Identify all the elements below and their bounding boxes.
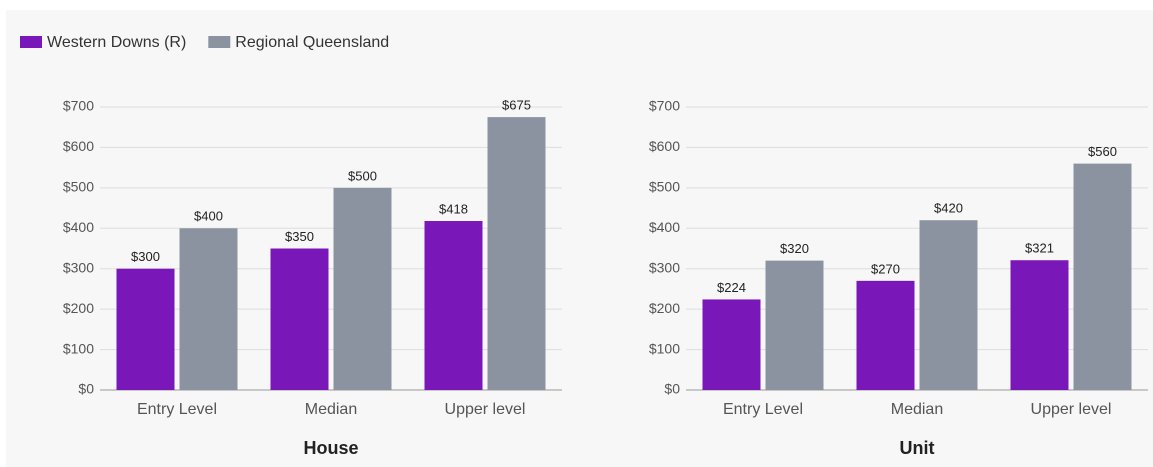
value-label: $321 bbox=[1025, 241, 1054, 256]
x-tick-label: Entry Level bbox=[137, 401, 217, 418]
bar bbox=[179, 228, 238, 390]
y-tick-label: $500 bbox=[63, 179, 94, 195]
x-axis-title: House bbox=[303, 438, 358, 458]
x-tick-label: Upper level bbox=[445, 401, 526, 418]
y-tick-label: $400 bbox=[649, 219, 680, 235]
x-tick-label: Upper level bbox=[1031, 401, 1112, 418]
y-tick-label: $500 bbox=[649, 179, 680, 195]
legend-label: Western Downs (R) bbox=[47, 34, 186, 51]
y-tick-label: $200 bbox=[649, 300, 680, 316]
bar bbox=[116, 268, 175, 390]
bar bbox=[487, 117, 546, 390]
bar bbox=[919, 220, 978, 390]
value-label: $320 bbox=[780, 241, 809, 256]
value-label: $270 bbox=[871, 261, 900, 276]
y-tick-label: $700 bbox=[63, 98, 94, 114]
bar bbox=[270, 248, 329, 390]
y-tick-label: $300 bbox=[649, 259, 680, 275]
y-tick-label: $700 bbox=[649, 98, 680, 114]
y-tick-label: $100 bbox=[649, 340, 680, 356]
x-axis-title: Unit bbox=[900, 438, 935, 458]
value-label: $400 bbox=[194, 209, 223, 224]
bar bbox=[1010, 260, 1069, 390]
value-label: $418 bbox=[439, 201, 468, 216]
background bbox=[6, 10, 1153, 467]
bar bbox=[424, 221, 483, 390]
y-tick-label: $400 bbox=[63, 219, 94, 235]
legend-label: Regional Queensland bbox=[235, 34, 389, 51]
x-tick-label: Median bbox=[891, 401, 943, 418]
value-label: $500 bbox=[348, 168, 377, 183]
bar bbox=[856, 280, 915, 390]
y-tick-label: $100 bbox=[63, 340, 94, 356]
y-tick-label: $200 bbox=[63, 300, 94, 316]
y-tick-label: $0 bbox=[78, 381, 94, 397]
value-label: $675 bbox=[502, 98, 531, 113]
bar bbox=[702, 299, 761, 390]
value-label: $560 bbox=[1088, 144, 1117, 159]
x-tick-label: Entry Level bbox=[723, 401, 803, 418]
bar bbox=[333, 187, 392, 390]
legend-swatch bbox=[20, 36, 42, 48]
x-tick-label: Median bbox=[305, 401, 357, 418]
value-label: $224 bbox=[717, 280, 746, 295]
value-label: $420 bbox=[934, 201, 963, 216]
legend-swatch bbox=[208, 36, 231, 48]
bar bbox=[1073, 163, 1132, 390]
bar bbox=[765, 260, 824, 390]
y-tick-label: $600 bbox=[63, 138, 94, 154]
value-label: $300 bbox=[131, 249, 160, 264]
y-tick-label: $0 bbox=[664, 381, 680, 397]
y-tick-label: $300 bbox=[63, 259, 94, 275]
y-tick-label: $600 bbox=[649, 138, 680, 154]
value-label: $350 bbox=[285, 229, 314, 244]
